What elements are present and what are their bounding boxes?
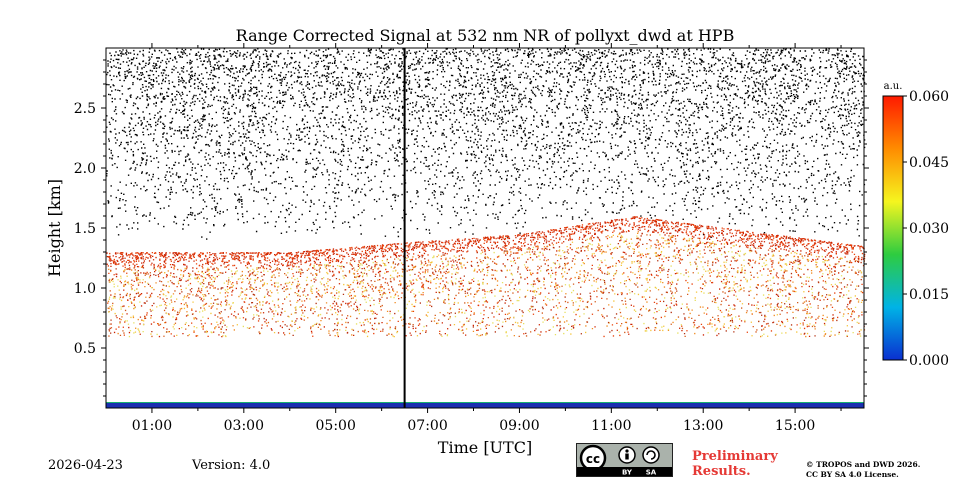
- by-label: BY: [622, 469, 633, 477]
- cc-badge-text: cc: [586, 452, 600, 466]
- y-tick-label: 0.5: [74, 341, 96, 357]
- sa-label: SA: [646, 469, 657, 477]
- x-tick-label: 15:00: [775, 418, 815, 434]
- near-range-layer-base: [106, 403, 864, 408]
- copyright-line-1: © TROPOS and DWD 2026.: [806, 460, 921, 469]
- sa-icon: [642, 446, 660, 464]
- x-tick-label: 11:00: [591, 418, 631, 434]
- y-axis-label: Height [km]: [45, 179, 64, 277]
- aerosol-speckles: [107, 216, 866, 338]
- preliminary-line-1: Preliminary: [692, 449, 778, 464]
- near-range-layer: [106, 402, 864, 403]
- footer-version: Version: 4.0: [192, 458, 271, 473]
- preliminary-notice: Preliminary Results.: [692, 449, 778, 479]
- aerosol-speckles: [108, 233, 863, 338]
- plot-frame: [105, 47, 865, 409]
- cc-license-badge: cc BY SA: [576, 443, 673, 477]
- footer-date: 2026-04-23: [48, 458, 123, 473]
- heatmap-layer: [106, 48, 866, 408]
- x-tick-label: 05:00: [316, 418, 356, 434]
- chart-title: Range Corrected Signal at 532 nm NR of p…: [236, 26, 735, 45]
- colorbar-tick-label: 0.060: [909, 89, 949, 105]
- noise-speckles: [106, 48, 866, 240]
- colorbar-ticks: 0.000 0.015 0.030 0.045 0.060: [903, 89, 949, 369]
- x-axis-label: Time [UTC]: [438, 438, 532, 457]
- x-tick-label: 03:00: [224, 418, 264, 434]
- colorbar-tick-label: 0.000: [909, 353, 949, 369]
- y-tick-label: 2.5: [74, 101, 96, 117]
- x-tick-label: 07:00: [407, 418, 447, 434]
- cc-logo-icon: cc BY SA: [577, 444, 672, 477]
- x-axis: 01:00 03:00 05:00 07:00 09:00 11:00 13:00 15:00: [132, 43, 842, 434]
- aerosol-speckles: [106, 216, 866, 338]
- y-axis: 0.5 1.0 1.5 2.0 2.5: [74, 59, 869, 397]
- copyright-line-2: CC BY SA 4.0 License.: [806, 470, 899, 479]
- colorbar-unit: a.u.: [884, 81, 903, 92]
- colorbar: [882, 95, 904, 361]
- colorbar-tick-label: 0.015: [909, 287, 949, 303]
- aerosol-speckles: [107, 231, 864, 338]
- y-tick-label: 2.0: [74, 161, 96, 177]
- y-tick-label: 1.5: [74, 221, 96, 237]
- aerosol-speckles: [108, 232, 865, 337]
- x-tick-label: 09:00: [499, 418, 539, 434]
- colorbar-tick-label: 0.030: [909, 221, 949, 237]
- x-tick-label: 01:00: [132, 418, 172, 434]
- x-tick-label: 13:00: [683, 418, 723, 434]
- y-tick-label: 1.0: [74, 281, 96, 297]
- copyright-notice: © TROPOS and DWD 2026. CC BY SA 4.0 Lice…: [806, 460, 920, 480]
- preliminary-line-2: Results.: [692, 464, 751, 479]
- colorbar-tick-label: 0.045: [909, 155, 949, 171]
